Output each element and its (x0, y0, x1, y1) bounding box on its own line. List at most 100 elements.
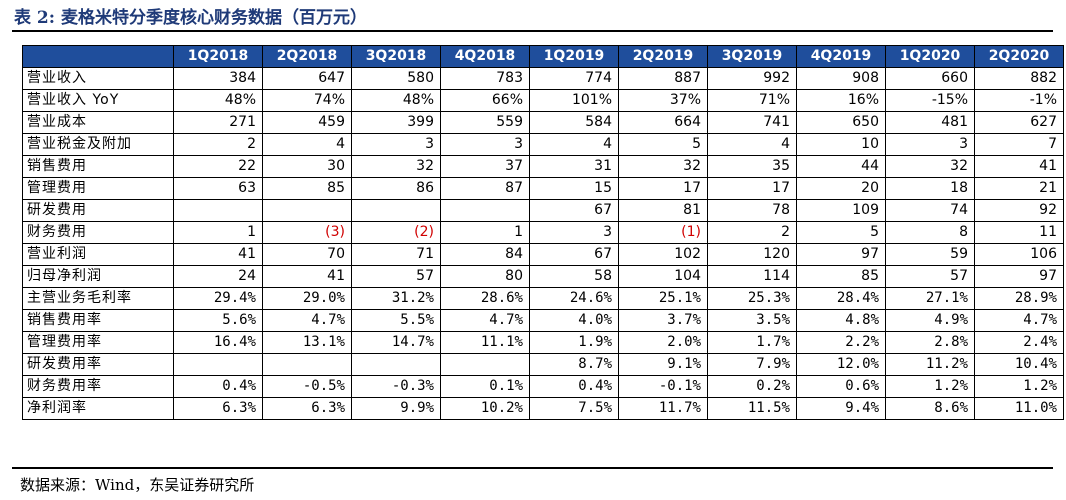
row-label: 管理费用率 (22, 331, 174, 354)
table-cell: 86 (351, 177, 441, 200)
table-cell: 5.5% (351, 309, 441, 332)
table-cell (351, 199, 441, 222)
table-cell: 0.2% (707, 375, 797, 398)
table-cell: 774 (529, 67, 619, 90)
table-cell: 9.1% (618, 353, 708, 376)
table-cell: 1.2% (974, 375, 1064, 398)
table-cell: 3 (351, 133, 441, 156)
table-cell: 21 (974, 177, 1064, 200)
table-cell: 5 (796, 221, 886, 244)
table-cell: 66% (440, 89, 530, 112)
table-cell: 57 (885, 265, 975, 288)
table-cell: 37 (440, 155, 530, 178)
table-cell: 1.7% (707, 331, 797, 354)
row-label: 财务费用率 (22, 375, 174, 398)
table-cell: 37% (618, 89, 708, 112)
table-cell: 109 (796, 199, 886, 222)
table-cell: 67 (529, 199, 619, 222)
table-cell: 8 (885, 221, 975, 244)
table-cell: 67 (529, 243, 619, 266)
table-cell: 10.2% (440, 397, 530, 420)
table-cell: 114 (707, 265, 797, 288)
table-cell: 92 (974, 199, 1064, 222)
table-cell: 48% (173, 89, 263, 112)
table-cell: 78 (707, 199, 797, 222)
table-cell: 271 (173, 111, 263, 134)
table-cell: 29.4% (173, 287, 263, 310)
table-cell: 97 (796, 243, 886, 266)
row-label: 营业利润 (22, 243, 174, 266)
table-cell: (2) (351, 221, 441, 244)
table-cell: 59 (885, 243, 975, 266)
table-cell: 3.7% (618, 309, 708, 332)
table-cell: 2.2% (796, 331, 886, 354)
row-label: 管理费用 (22, 177, 174, 200)
table-cell: 29.0% (262, 287, 352, 310)
bottom-rule (12, 467, 1053, 469)
table-cell: 741 (707, 111, 797, 134)
table-cell: 11 (974, 221, 1064, 244)
column-header: 3Q2019 (707, 45, 797, 68)
column-header: 1Q2018 (173, 45, 263, 68)
table-cell: 16.4% (173, 331, 263, 354)
table-cell: 57 (351, 265, 441, 288)
table-cell (173, 199, 263, 222)
table-cell: -0.5% (262, 375, 352, 398)
table-cell: 4.0% (529, 309, 619, 332)
column-header: 2Q2019 (618, 45, 708, 68)
table-cell: 15 (529, 177, 619, 200)
table-cell: 25.3% (707, 287, 797, 310)
table-cell: 4.7% (440, 309, 530, 332)
table-cell: 12.0% (796, 353, 886, 376)
row-label: 营业税金及附加 (22, 133, 174, 156)
table-cell: 3 (529, 221, 619, 244)
table-body: 营业收入 384 647 580 783 774 887 992 908 660 882 营业收入 Y… (22, 67, 1064, 420)
table-cell: 28.9% (974, 287, 1064, 310)
table-cell: 1 (440, 221, 530, 244)
table-cell: 4.9% (885, 309, 975, 332)
table-cell: 3.5% (707, 309, 797, 332)
table-cell: 81 (618, 199, 708, 222)
table-cell: 6.3% (173, 397, 263, 420)
table-cell: 0.6% (796, 375, 886, 398)
table-cell: 63 (173, 177, 263, 200)
table-cell: 11.0% (974, 397, 1064, 420)
table-cell: 4 (262, 133, 352, 156)
table-cell: 664 (618, 111, 708, 134)
table-cell: 9.4% (796, 397, 886, 420)
table-cell: -1% (974, 89, 1064, 112)
table-cell: 660 (885, 67, 975, 90)
table-cell: 887 (618, 67, 708, 90)
table-row: 销售费用率 5.6% 4.7% 5.5% 4.7% 4.0% 3.7% 3.5% 4.8% 4.9… (22, 309, 1064, 332)
table-cell: 13.1% (262, 331, 352, 354)
table-cell: 11.7% (618, 397, 708, 420)
table-cell: 2 (707, 221, 797, 244)
table-cell: 17 (707, 177, 797, 200)
table-cell: 10.4% (974, 353, 1064, 376)
table-cell: 399 (351, 111, 441, 134)
table-cell (262, 199, 352, 222)
table-cell: 2.4% (974, 331, 1064, 354)
table-cell: 58 (529, 265, 619, 288)
header-row: 1Q2018 2Q2018 3Q2018 4Q2018 1Q2019 2Q2019 3Q20… (22, 45, 1064, 68)
table-cell: 41 (173, 243, 263, 266)
column-header: 4Q2019 (796, 45, 886, 68)
table-cell: 31 (529, 155, 619, 178)
table-cell: 44 (796, 155, 886, 178)
table-cell: 4.7% (974, 309, 1064, 332)
table-row: 营业利润 41 70 71 84 67 102 120 97 59 106 (22, 243, 1064, 266)
table-cell: 0.1% (440, 375, 530, 398)
table-cell: 0.4% (529, 375, 619, 398)
table-cell: 28.4% (796, 287, 886, 310)
table-cell: 11.2% (885, 353, 975, 376)
table-cell: 41 (974, 155, 1064, 178)
table-cell: 7.9% (707, 353, 797, 376)
table-cell: 3 (885, 133, 975, 156)
table-cell: (3) (262, 221, 352, 244)
column-header: 1Q2020 (885, 45, 975, 68)
table-cell: 14.7% (351, 331, 441, 354)
table-cell: 27.1% (885, 287, 975, 310)
table-cell: 32 (885, 155, 975, 178)
table-row: 研发费用率 8.7% 9.1% 7.9% 12.0% 11.2% 10.4% (22, 353, 1064, 376)
table-row: 销售费用 22 30 32 37 31 32 35 44 32 41 (22, 155, 1064, 178)
